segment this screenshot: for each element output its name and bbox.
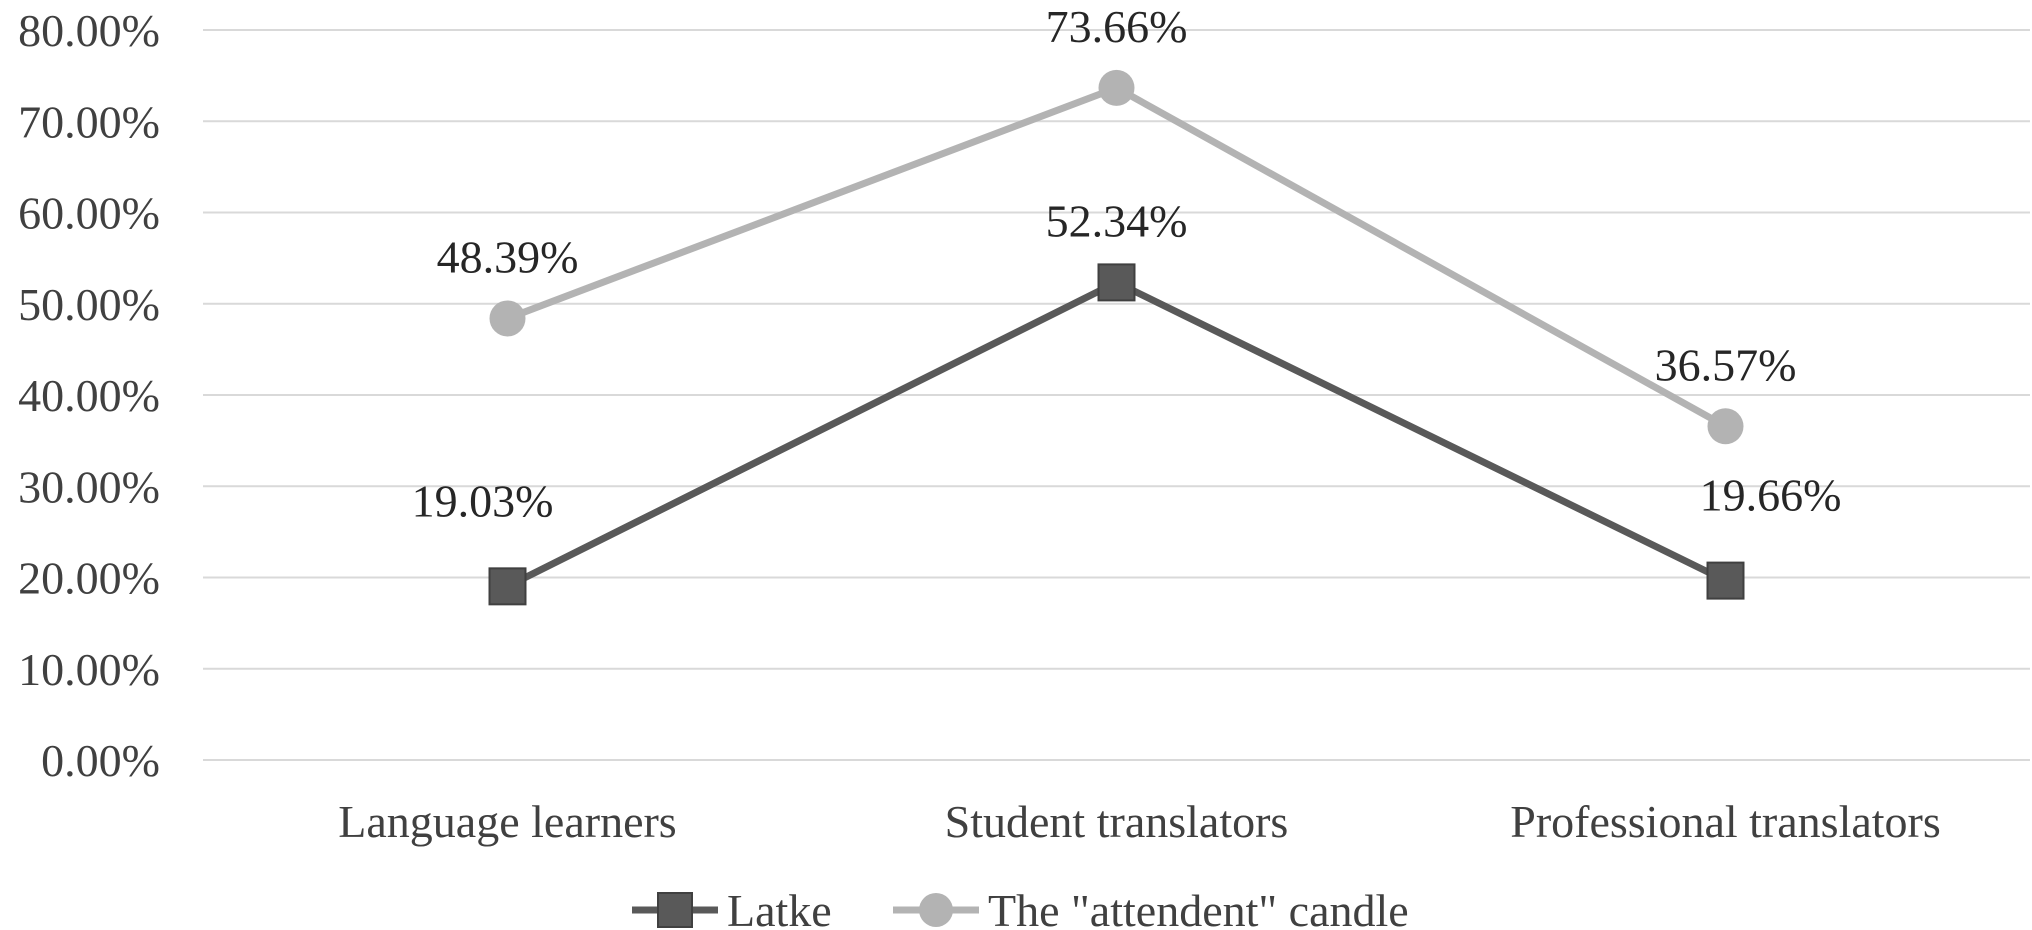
- gridlines: [203, 29, 2030, 761]
- x-axis-category-labels: Language learners Student translators Prof…: [338, 796, 1940, 847]
- data-labels: 48.39% 73.66% 36.57% 19.03% 52.34% 19.66%: [412, 1, 1842, 526]
- x-category-label: Professional translators: [1510, 796, 1941, 847]
- x-category-label: Student translators: [945, 796, 1289, 847]
- y-tick-label: 50.00%: [18, 279, 160, 330]
- y-tick-label: 20.00%: [18, 553, 160, 604]
- y-tick-label: 10.00%: [18, 644, 160, 695]
- data-label: 19.03%: [412, 475, 554, 526]
- y-axis-tick-labels: 0.00% 10.00% 20.00% 30.00% 40.00% 50.00% 60.00…: [18, 5, 160, 786]
- y-tick-label: 40.00%: [18, 370, 160, 421]
- data-label: 48.39%: [437, 231, 579, 282]
- y-tick-label: 30.00%: [18, 461, 160, 512]
- series-line-attendent-candle: [506, 84, 1728, 430]
- legend-marker-circle: [919, 893, 953, 927]
- data-point-circle: [1098, 69, 1135, 106]
- y-tick-label: 70.00%: [18, 96, 160, 147]
- data-point-square: [488, 567, 527, 606]
- legend: Latke The "attendent" candle: [632, 885, 1409, 930]
- legend-label: Latke: [727, 885, 832, 930]
- data-label: 52.34%: [1046, 195, 1188, 246]
- legend-marker-square: [657, 892, 693, 928]
- y-tick-label: 60.00%: [18, 188, 160, 239]
- data-point-circle: [1707, 408, 1744, 445]
- legend-label: The "attendent" candle: [988, 885, 1409, 930]
- data-label: 73.66%: [1046, 1, 1188, 52]
- data-label: 36.57%: [1655, 339, 1797, 390]
- data-point-circle: [489, 300, 526, 337]
- data-point-square: [1097, 263, 1136, 302]
- data-label: 19.66%: [1700, 470, 1842, 521]
- x-category-label: Language learners: [338, 796, 676, 847]
- series-lines: [488, 69, 1745, 606]
- y-tick-label: 0.00%: [41, 735, 160, 786]
- data-point-square: [1706, 561, 1745, 600]
- y-tick-label: 80.00%: [18, 5, 160, 56]
